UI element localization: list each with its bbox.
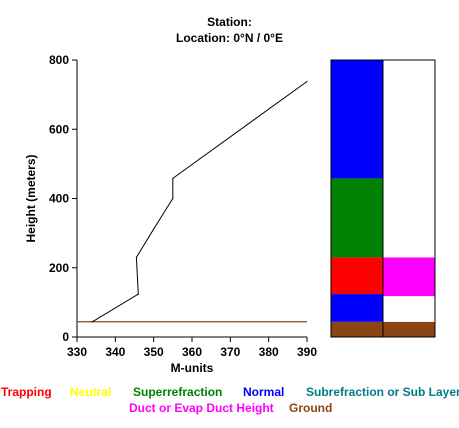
legend-row-1: Trapping Neutral Superrefraction Normal Subr… bbox=[0, 385, 459, 401]
class-bar-right-segment-0 bbox=[383, 321, 435, 337]
class-bar-left-segment-1 bbox=[331, 294, 383, 322]
y-tick-label-4: 800 bbox=[49, 53, 69, 67]
series-0-point-6 bbox=[306, 80, 308, 83]
x-axis-label: M-units bbox=[171, 361, 214, 375]
legend-item-superrefraction: Superrefraction bbox=[133, 385, 223, 399]
x-tick-label-4: 370 bbox=[220, 345, 240, 359]
series-0-point-4 bbox=[172, 197, 174, 200]
legend-item-ground: Ground bbox=[289, 401, 333, 415]
x-tick-label-1: 340 bbox=[105, 345, 125, 359]
class-bar-left-segment-0 bbox=[331, 321, 383, 337]
y-axis-label: Height (meters) bbox=[24, 154, 38, 242]
x-tick-label-0: 330 bbox=[67, 345, 87, 359]
series-0-point-3 bbox=[153, 228, 155, 230]
y-tick-label-1: 200 bbox=[49, 261, 69, 275]
x-tick-label-2: 350 bbox=[144, 345, 164, 359]
class-bar-left-segment-3 bbox=[331, 178, 383, 258]
chart-title-location: Location: 0°N / 0°E bbox=[176, 31, 283, 45]
class-bar-right-segment-2 bbox=[383, 257, 435, 297]
class-bar-right-segment-1 bbox=[383, 296, 435, 322]
series-0-point-2 bbox=[135, 256, 138, 258]
series-0-point-0 bbox=[91, 321, 93, 323]
series-line-0 bbox=[92, 81, 308, 323]
y-tick-label-2: 400 bbox=[49, 192, 69, 206]
chart-title-station: Station: bbox=[207, 15, 252, 29]
series-0-point-1 bbox=[137, 293, 139, 295]
legend-item-duct-or-evap-duct-height: Duct or Evap Duct Height bbox=[129, 401, 274, 415]
legend-item-neutral: Neutral bbox=[70, 385, 112, 399]
x-tick-label-3: 360 bbox=[182, 345, 202, 359]
y-tick-label-0: 0 bbox=[62, 330, 69, 344]
class-bar-right-frame bbox=[382, 59, 436, 338]
legend-item-trapping: Trapping bbox=[1, 385, 52, 399]
x-tick-label-5: 380 bbox=[259, 345, 279, 359]
legend-row-2: Duct or Evap Duct Height Ground bbox=[0, 401, 459, 417]
legend-item-subrefraction-or-sub-layer: Subrefraction or Sub Layer bbox=[306, 385, 459, 399]
y-tick-label-3: 600 bbox=[49, 122, 69, 136]
x-tick-label-6: 390 bbox=[297, 345, 317, 359]
legend-item-normal: Normal bbox=[243, 385, 285, 399]
series-0-point-5 bbox=[172, 177, 174, 180]
class-bar-left-segment-2 bbox=[331, 257, 383, 295]
class-bar-right-segment-3 bbox=[383, 60, 435, 258]
class-bar-left-segment-4 bbox=[331, 60, 383, 179]
